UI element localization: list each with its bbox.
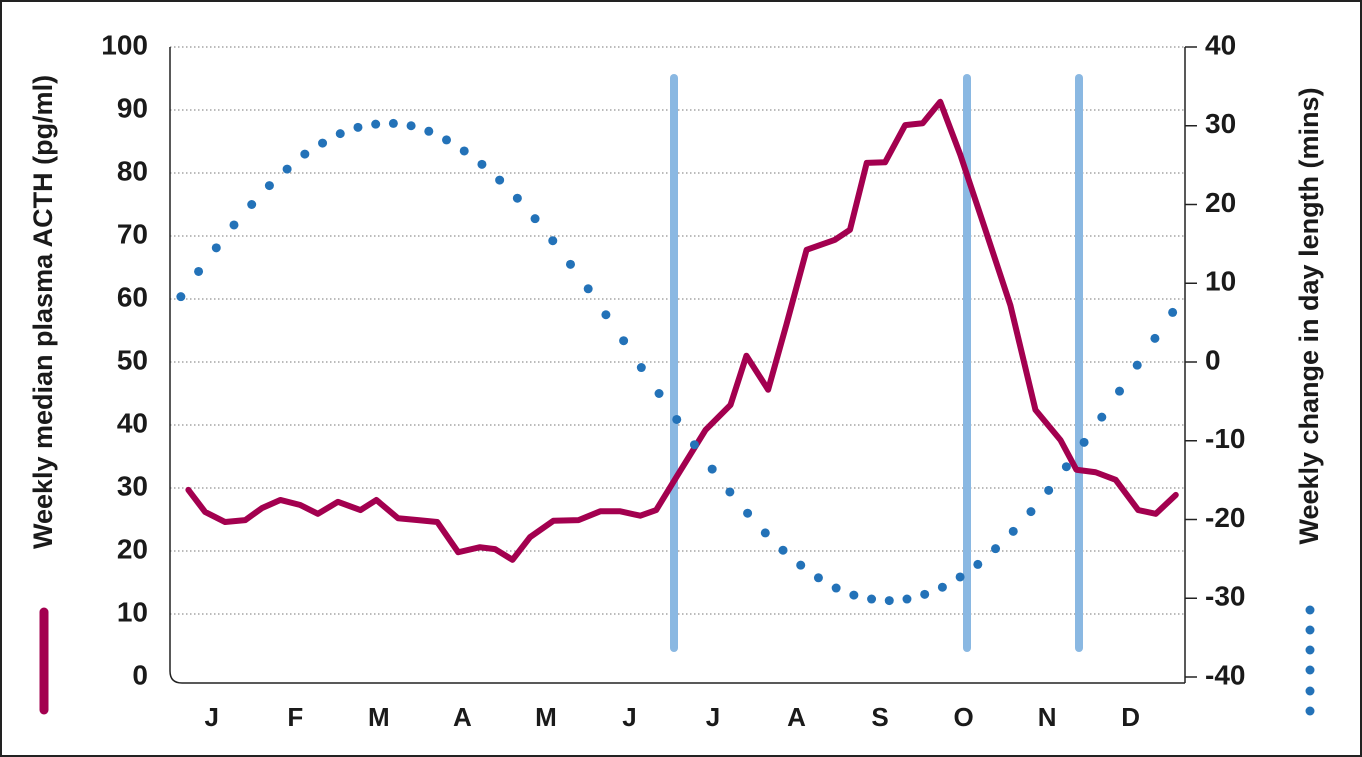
y-tick-label: 80 — [117, 155, 148, 186]
day-length-dot — [477, 159, 487, 169]
day-length-dot — [884, 596, 894, 606]
day-length-dot — [689, 440, 699, 450]
y-tick-label: 50 — [117, 344, 148, 375]
day-length-dot — [406, 121, 416, 131]
x-tick-label: A — [453, 702, 472, 732]
y-tick-label: 90 — [117, 92, 148, 123]
x-tick-label: N — [1038, 702, 1057, 732]
day-length-dot — [991, 544, 1001, 554]
day-length-dot — [318, 138, 328, 148]
day-length-dot — [530, 214, 540, 224]
y-axis-title: Weekly median plasma ACTH (pg/ml) — [28, 75, 58, 549]
y2-tick-label: 40 — [1205, 29, 1236, 60]
day-length-dot — [565, 259, 575, 269]
day-length-dot — [654, 389, 664, 398]
y2-tick-label: -40 — [1205, 659, 1245, 690]
day-length-dot — [867, 594, 877, 604]
day-length-dot — [672, 414, 682, 424]
day-length-dot — [247, 200, 257, 209]
day-length-dot — [583, 284, 593, 294]
day-length-dot — [176, 292, 186, 302]
x-tick-label: M — [535, 702, 557, 732]
y2-tick-label: -10 — [1205, 423, 1245, 454]
y-tick-label: 0 — [132, 659, 148, 690]
day-length-dot — [229, 220, 239, 230]
day-length-dot — [619, 336, 629, 346]
day-length-dot — [955, 572, 965, 582]
x-tick-label: A — [787, 702, 806, 732]
day-length-dot — [601, 310, 611, 320]
y-tick-label: 70 — [117, 218, 148, 249]
day-length-dot — [849, 590, 859, 600]
day-length-dot — [636, 363, 646, 373]
day-length-dot — [512, 193, 522, 203]
x-tick-label: S — [871, 702, 888, 732]
day-length-dot — [743, 508, 753, 518]
grid — [170, 46, 1185, 615]
x-tick-label: M — [368, 702, 390, 732]
day-length-dot — [459, 146, 469, 156]
day-length-dot — [353, 122, 363, 132]
x-tick-label: J — [706, 702, 720, 732]
day-length-dot — [920, 589, 930, 599]
y-tick-label: 30 — [117, 470, 148, 501]
day-length-dot — [902, 594, 912, 604]
y-tick-label: 40 — [117, 407, 148, 438]
x-tick-label: O — [954, 702, 974, 732]
day-length-dot — [300, 149, 310, 159]
day-length-dot — [1044, 485, 1054, 495]
y2-tick-label: -20 — [1205, 502, 1245, 533]
day-length-dot — [778, 545, 788, 555]
x-tick-label: J — [205, 702, 219, 732]
day-length-dot — [707, 464, 717, 474]
y2-tick-label: 10 — [1205, 266, 1236, 297]
x-tick-label: F — [287, 702, 303, 732]
y2-tick-label: 30 — [1205, 108, 1236, 139]
y2-tick-label: 20 — [1205, 187, 1236, 218]
day-length-dot — [371, 119, 381, 129]
day-length-dot — [813, 573, 823, 583]
x-tick-label: D — [1121, 702, 1140, 732]
day-length-dot — [1061, 462, 1071, 472]
y-tick-label: 60 — [117, 281, 148, 312]
y2-axis-title: Weekly change in day length (mins) — [1294, 87, 1324, 544]
day-length-dot — [548, 236, 558, 246]
day-length-dot — [796, 560, 806, 570]
day-length-dot — [1097, 412, 1107, 422]
legend-dots — [1305, 605, 1315, 716]
y2-tick-label: 0 — [1205, 344, 1221, 375]
marks — [176, 98, 1179, 606]
y-tick-label: 20 — [117, 533, 148, 564]
axis-frame — [169, 47, 1185, 684]
day-length-dot — [973, 559, 983, 569]
day-length-dot — [335, 129, 345, 139]
day-length-dot — [937, 582, 947, 592]
day-length-dot — [1150, 333, 1160, 343]
day-length-dot — [725, 487, 735, 497]
day-length-dot — [1168, 307, 1178, 317]
day-length-dot — [495, 175, 505, 185]
day-length-dot — [282, 164, 292, 174]
day-length-dot — [424, 126, 434, 136]
day-length-dot — [831, 583, 841, 593]
day-length-dot — [1132, 360, 1142, 370]
day-length-dot — [194, 266, 204, 276]
y2-tick-label: -30 — [1205, 581, 1245, 612]
day-length-dot — [1026, 507, 1036, 517]
y-tick-label: 100 — [101, 29, 148, 60]
acth-line — [185, 98, 1179, 563]
day-length-dot — [1008, 526, 1018, 536]
day-length-dot — [264, 181, 274, 191]
day-length-dot — [442, 135, 452, 145]
day-length-dot — [388, 118, 398, 128]
day-length-dot — [1079, 437, 1089, 447]
day-length-dot — [760, 528, 770, 538]
x-tick-label: J — [622, 702, 636, 732]
y-tick-label: 10 — [117, 596, 148, 627]
day-length-dot — [1115, 386, 1125, 396]
day-length-dot — [211, 243, 221, 253]
